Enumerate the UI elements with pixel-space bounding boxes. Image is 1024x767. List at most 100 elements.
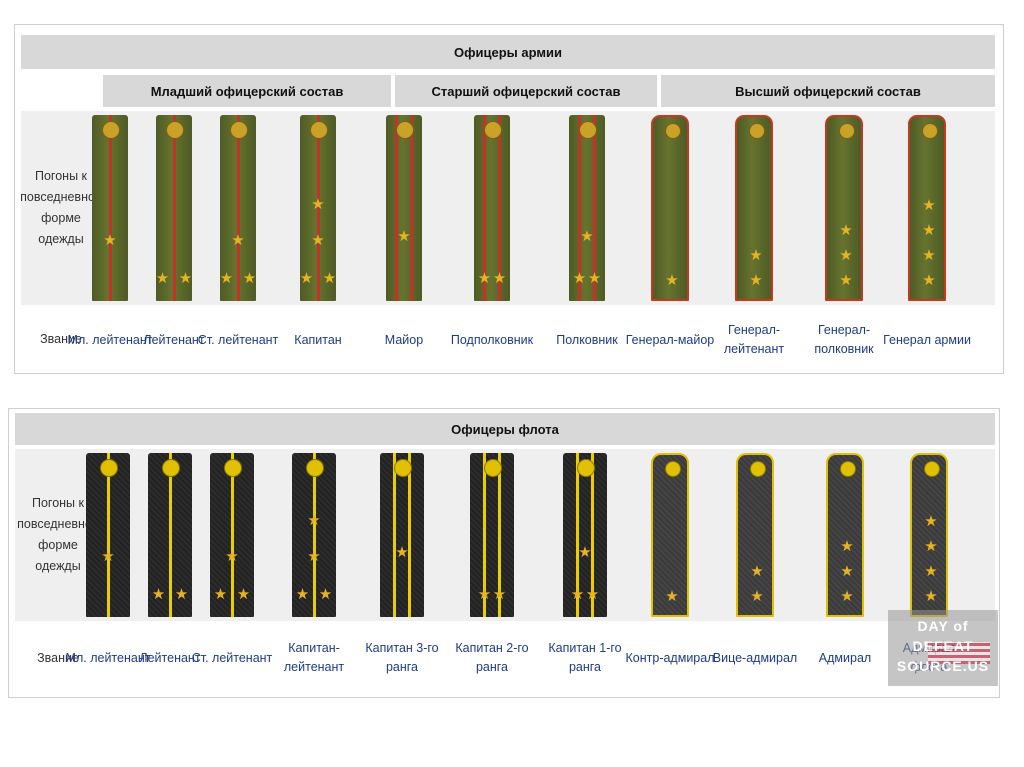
- board-button-icon: [394, 459, 412, 477]
- board-stripe: [498, 453, 501, 617]
- board-stripe: [576, 453, 579, 617]
- navy-shoulder-board-3: ★ ★ ★: [210, 453, 254, 617]
- army-rank-10: Генерал-полковник: [814, 323, 874, 356]
- navy-rank-8: Контр-адмирал: [625, 650, 715, 665]
- board-button-icon: [310, 121, 328, 139]
- star-icon: ★: [231, 232, 245, 249]
- star-icon: ★: [922, 222, 936, 239]
- army-rank-8: Генерал-майор: [625, 332, 715, 347]
- board-button-icon: [100, 459, 118, 477]
- navy-shoulder-board-4: ★ ★ ★ ★: [292, 453, 336, 617]
- board-stripe: [108, 115, 112, 301]
- board-button-icon: [484, 121, 502, 139]
- star-icon: ★: [395, 544, 409, 561]
- navy-shoulder-board-10: ★ ★ ★: [826, 453, 864, 617]
- star-icon: ★: [307, 512, 321, 529]
- board-button-icon: [577, 459, 595, 477]
- star-icon: ★: [151, 586, 166, 603]
- star-icon: ★: [492, 270, 507, 287]
- army-shoulder-board-3: ★ ★ ★: [220, 115, 256, 301]
- navy-officers-table: Офицеры флота Погоны к повседневной форм…: [8, 408, 1000, 698]
- star-icon: ★: [924, 538, 938, 555]
- board-stripe: [168, 453, 172, 617]
- board-button-icon: [484, 459, 502, 477]
- star-icon: ★: [311, 232, 325, 249]
- army-shoulder-board-4: ★ ★ ★ ★: [300, 115, 336, 301]
- navy-shoulder-board-5: ★: [380, 453, 424, 617]
- star-icon: ★: [322, 270, 336, 287]
- board-stripe: [408, 453, 411, 617]
- star-icon: ★: [840, 588, 854, 605]
- star-icon: ★: [213, 586, 228, 603]
- navy-table-title: Офицеры флота: [15, 413, 995, 445]
- board-stripe: [393, 453, 396, 617]
- board-button-icon: [749, 123, 765, 139]
- star-icon: ★: [174, 586, 189, 603]
- star-icon: ★: [477, 270, 492, 287]
- board-button-icon: [306, 459, 324, 477]
- navy-rank-6: Капитан 2-го ранга: [455, 641, 529, 674]
- army-row-label: Погоны к повседневной форме одежды: [20, 169, 102, 246]
- watermark-logo: DAY of DEFEAT SOURCE.US: [888, 610, 998, 686]
- star-icon: ★: [840, 538, 854, 555]
- board-button-icon: [840, 461, 856, 477]
- star-icon: ★: [311, 196, 325, 213]
- navy-rank-2: Лейтенант: [139, 650, 201, 665]
- navy-shoulder-board-6: ★ ★: [470, 453, 514, 617]
- star-icon: ★: [178, 270, 192, 287]
- board-stripe: [395, 115, 398, 301]
- star-icon: ★: [839, 272, 853, 289]
- board-stripe: [106, 453, 110, 617]
- watermark-text: DAY of DEFEAT SOURCE.US: [896, 618, 990, 674]
- star-icon: ★: [101, 548, 115, 565]
- army-rank-6: Подполковник: [450, 332, 534, 347]
- army-rank-11: Генерал армии: [883, 332, 971, 347]
- army-shoulder-board-7: ★ ★ ★: [569, 115, 605, 301]
- navy-shoulder-board-9: ★ ★: [736, 453, 774, 617]
- board-button-icon: [750, 461, 766, 477]
- navy-rank-10: Адмирал: [818, 650, 872, 665]
- star-icon: ★: [580, 228, 594, 245]
- star-icon: ★: [318, 586, 333, 603]
- army-shoulder-board-11: ★ ★ ★ ★: [908, 115, 946, 301]
- board-button-icon: [922, 123, 938, 139]
- board-stripe: [593, 115, 596, 301]
- army-shoulder-board-5: ★: [386, 115, 422, 301]
- star-icon: ★: [924, 513, 938, 530]
- star-icon: ★: [922, 247, 936, 264]
- board-stripe: [230, 453, 234, 617]
- star-icon: ★: [750, 563, 764, 580]
- board-stripe: [483, 115, 486, 301]
- army-rank-4: Капитан: [294, 332, 342, 347]
- board-button-icon: [839, 123, 855, 139]
- board-stripe: [410, 115, 413, 301]
- star-icon: ★: [220, 270, 234, 287]
- board-stripe: [316, 115, 320, 301]
- navy-rank-3: Ст. лейтенант: [191, 650, 273, 665]
- army-shoulder-board-9: ★ ★: [735, 115, 773, 301]
- navy-row-label: Погоны к повседневной форме одежды: [17, 496, 99, 573]
- navy-rank-4: Капитан-лейтенант: [283, 641, 345, 674]
- board-button-icon: [166, 121, 184, 139]
- board-stripe: [498, 115, 501, 301]
- star-icon: ★: [924, 588, 938, 605]
- star-icon: ★: [839, 222, 853, 239]
- navy-rank-1: Мл. лейтенант: [65, 650, 151, 665]
- star-icon: ★: [587, 270, 602, 287]
- army-group-junior: Младший офицерский состав: [103, 75, 391, 107]
- army-group-highest: Высший офицерский состав: [661, 75, 995, 107]
- star-icon: ★: [749, 247, 763, 264]
- navy-rank-label: Звание: [37, 650, 79, 665]
- board-button-icon: [224, 459, 242, 477]
- star-icon: ★: [492, 586, 507, 603]
- board-stripe: [172, 115, 176, 301]
- star-icon: ★: [665, 588, 679, 605]
- board-button-icon: [162, 459, 180, 477]
- board-button-icon: [665, 123, 681, 139]
- star-icon: ★: [665, 272, 679, 289]
- board-button-icon: [230, 121, 248, 139]
- navy-shoulder-board-7: ★ ★ ★: [563, 453, 607, 617]
- board-button-icon: [665, 461, 681, 477]
- board-button-icon: [396, 121, 414, 139]
- star-icon: ★: [750, 588, 764, 605]
